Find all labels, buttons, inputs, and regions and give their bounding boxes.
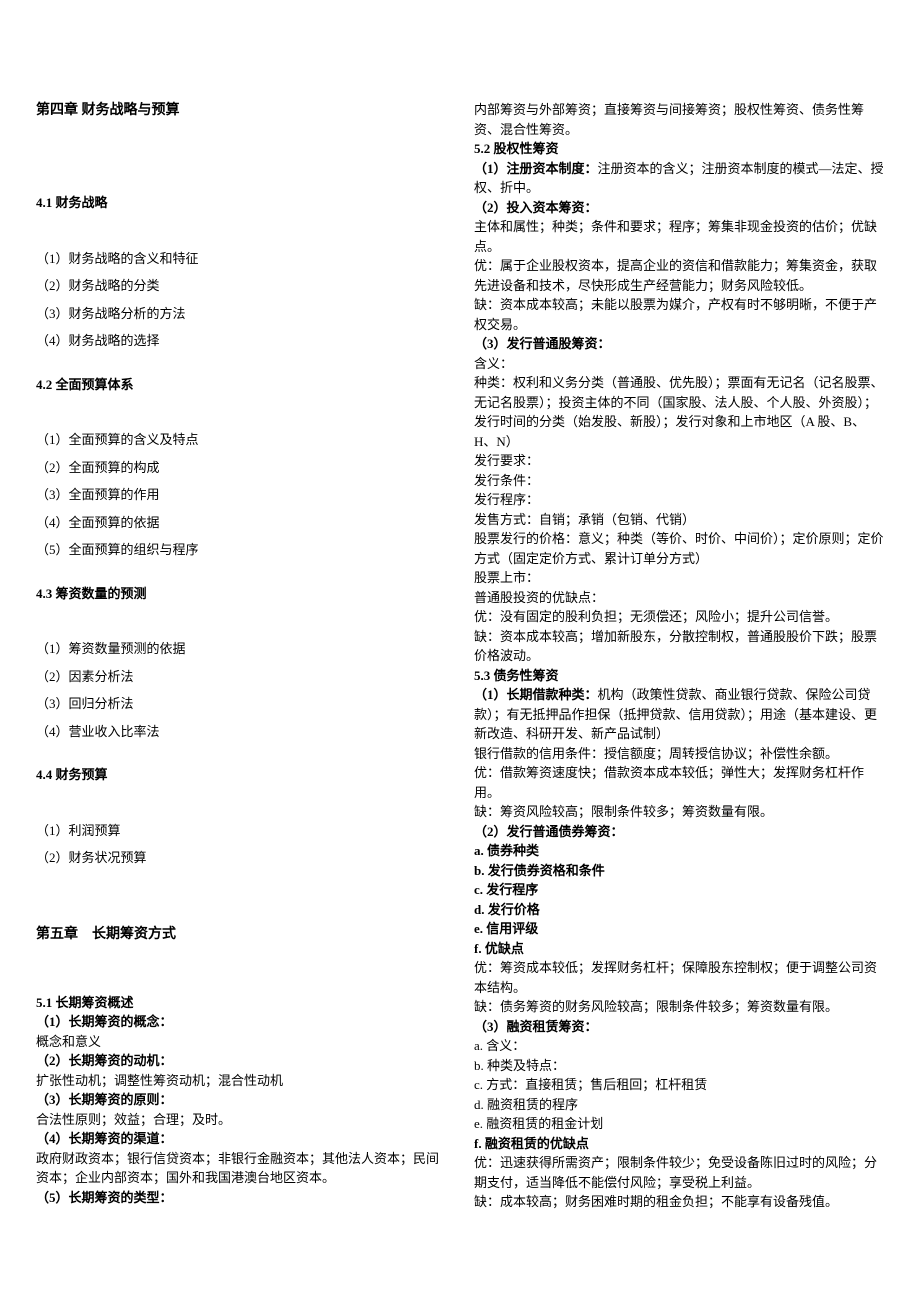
list-item: b. 发行债券资格和条件 (474, 861, 884, 881)
section-5-2-title: 5.2 股权性筹资 (474, 139, 884, 159)
section-4-2-title: 4.2 全面预算体系 (36, 375, 446, 395)
outline-item: （3）回归分析法 (36, 694, 446, 714)
body-text: 发行条件： (474, 471, 884, 491)
item-heading: （3）长期筹资的原则： (36, 1090, 446, 1110)
body-text: 内部筹资与外部筹资；直接筹资与间接筹资；股权性筹资、债务性筹资、混合性筹资。 (474, 100, 884, 139)
item-heading: （3）融资租赁筹资： (474, 1017, 884, 1037)
chapter4-title: 第四章 财务战略与预算 (36, 100, 446, 121)
body-text: 缺：成本较高；财务困难时期的租金负担；不能享有设备残值。 (474, 1192, 884, 1212)
item-heading: （1）注册资本制度：注册资本的含义；注册资本制度的模式—法定、授权、折中。 (474, 159, 884, 198)
body-text: 发行程序： (474, 490, 884, 510)
outline-item: （1）筹资数量预测的依据 (36, 639, 446, 659)
body-text: 含义： (474, 354, 884, 374)
section-4-1-title: 4.1 财务战略 (36, 193, 446, 213)
list-item: e. 融资租赁的租金计划 (474, 1114, 884, 1134)
list-item: f. 融资租赁的优缺点 (474, 1134, 884, 1154)
body-text: 普通股投资的优缺点： (474, 588, 884, 608)
outline-item: （5）全面预算的组织与程序 (36, 540, 446, 560)
body-text: 主体和属性；种类；条件和要求；程序；筹集非现金投资的估价；优缺点。 (474, 217, 884, 256)
body-text: 缺：筹资风险较高；限制条件较多；筹资数量有限。 (474, 802, 884, 822)
body-text: 银行借款的信用条件：授信额度；周转授信协议；补偿性余额。 (474, 744, 884, 764)
inline-heading: （1）注册资本制度： (474, 161, 598, 176)
outline-item: （2）因素分析法 (36, 667, 446, 687)
outline-item: （4）营业收入比率法 (36, 722, 446, 742)
list-item: a. 含义： (474, 1036, 884, 1056)
item-heading: （2）发行普通债券筹资： (474, 822, 884, 842)
item-heading: （1）长期借款种类：机构（政策性贷款、商业银行贷款、保险公司贷款）；有无抵押品作… (474, 685, 884, 744)
body-text: 优：属于企业股权资本，提高企业的资信和借款能力；筹集资金，获取先进设备和技术，尽… (474, 256, 884, 295)
list-item: d. 发行价格 (474, 900, 884, 920)
item-heading: （2）长期筹资的动机： (36, 1051, 446, 1071)
list-item: d. 融资租赁的程序 (474, 1095, 884, 1115)
document-body: 第四章 财务战略与预算 4.1 财务战略 （1）财务战略的含义和特征 （2）财务… (36, 100, 884, 1220)
outline-item: （4）财务战略的选择 (36, 331, 446, 351)
body-text: 发行要求： (474, 451, 884, 471)
body-text: 股票发行的价格：意义；种类（等价、时价、中间价）；定价原则；定价方式（固定定价方… (474, 529, 884, 568)
outline-item: （1）利润预算 (36, 821, 446, 841)
item-heading: （1）长期筹资的概念： (36, 1012, 446, 1032)
outline-item: （1）财务战略的含义和特征 (36, 249, 446, 269)
section-4-3-title: 4.3 筹资数量的预测 (36, 584, 446, 604)
section-5-1-title: 5.1 长期筹资概述 (36, 993, 446, 1013)
body-text: 发售方式：自销；承销（包销、代销） (474, 510, 884, 530)
list-item: f. 优缺点 (474, 939, 884, 959)
outline-item: （3）财务战略分析的方法 (36, 304, 446, 324)
section-5-3-title: 5.3 债务性筹资 (474, 666, 884, 686)
outline-item: （2）财务战略的分类 (36, 276, 446, 296)
list-item: c. 发行程序 (474, 880, 884, 900)
outline-item: （2）全面预算的构成 (36, 458, 446, 478)
body-text: 合法性原则；效益；合理；及时。 (36, 1110, 446, 1130)
item-heading: （2）投入资本筹资： (474, 198, 884, 218)
outline-item: （4）全面预算的依据 (36, 513, 446, 533)
body-text: 缺：资本成本较高；未能以股票为媒介，产权有时不够明晰，不便于产权交易。 (474, 295, 884, 334)
item-heading: （5）长期筹资的类型： (36, 1188, 446, 1208)
inline-heading: （1）长期借款种类： (474, 687, 598, 702)
body-text: 扩张性动机；调整性筹资动机；混合性动机 (36, 1071, 446, 1091)
outline-item: （2）财务状况预算 (36, 848, 446, 868)
list-item: c. 方式：直接租赁；售后租回；杠杆租赁 (474, 1075, 884, 1095)
body-text: 优：迅速获得所需资产；限制条件较少；免受设备陈旧过时的风险；分期支付，适当降低不… (474, 1153, 884, 1192)
list-item: e. 信用评级 (474, 919, 884, 939)
chapter5-title: 第五章 长期筹资方式 (36, 924, 446, 945)
body-text: 概念和意义 (36, 1032, 446, 1052)
body-text: 种类：权利和义务分类（普通股、优先股）；票面有无记名（记名股票、无记名股票）；投… (474, 373, 884, 451)
body-text: 缺：债务筹资的财务风险较高；限制条件较多；筹资数量有限。 (474, 997, 884, 1017)
outline-item: （3）全面预算的作用 (36, 485, 446, 505)
body-text: 优：没有固定的股利负担；无须偿还；风险小；提升公司信誉。 (474, 607, 884, 627)
body-text: 股票上市： (474, 568, 884, 588)
list-item: b. 种类及特点： (474, 1056, 884, 1076)
section-4-4-title: 4.4 财务预算 (36, 765, 446, 785)
item-heading: （3）发行普通股筹资： (474, 334, 884, 354)
item-heading: （4）长期筹资的渠道： (36, 1129, 446, 1149)
body-text: 政府财政资本；银行信贷资本；非银行金融资本；其他法人资本；民间资本；企业内部资本… (36, 1149, 446, 1188)
body-text: 优：借款筹资速度快；借款资本成本较低；弹性大；发挥财务杠杆作用。 (474, 763, 884, 802)
list-item: a. 债券种类 (474, 841, 884, 861)
body-text: 优：筹资成本较低；发挥财务杠杆；保障股东控制权；便于调整公司资本结构。 (474, 958, 884, 997)
outline-item: （1）全面预算的含义及特点 (36, 430, 446, 450)
body-text: 缺：资本成本较高；增加新股东，分散控制权，普通股股价下跌；股票价格波动。 (474, 627, 884, 666)
